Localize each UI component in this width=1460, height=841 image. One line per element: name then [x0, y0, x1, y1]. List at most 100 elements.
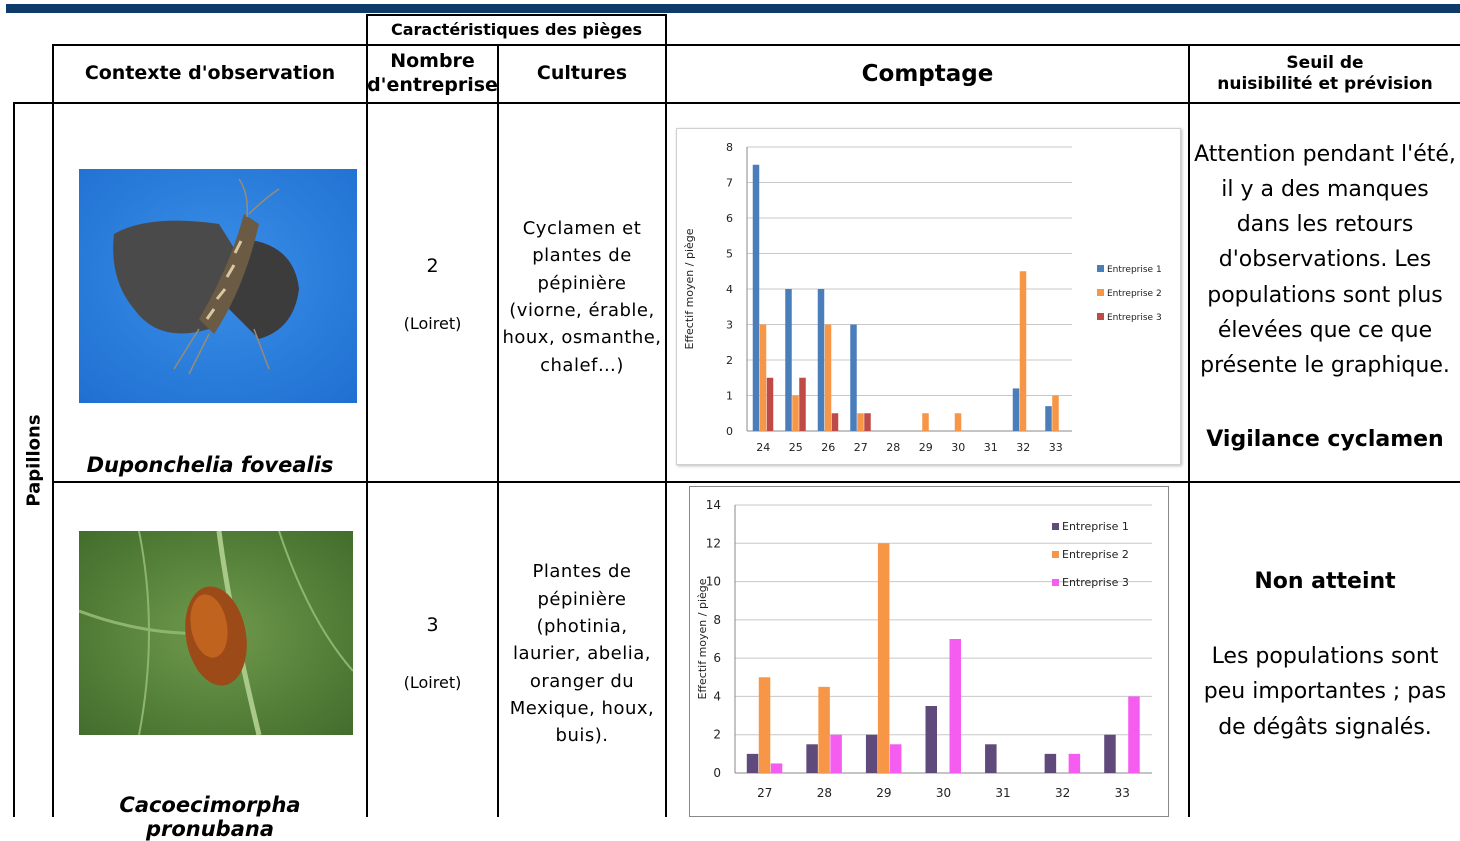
y-tick-label: 14 [706, 498, 721, 512]
seuil-line: élevées que ce que [1217, 317, 1433, 343]
legend-swatch [1097, 313, 1104, 320]
bar [746, 753, 759, 773]
table-border [366, 14, 666, 16]
x-tick-label: 29 [919, 441, 933, 454]
y-tick-label: 0 [726, 425, 733, 438]
header-comptage: Comptage [861, 60, 994, 87]
x-tick-label: 29 [876, 786, 891, 800]
x-tick-label: 32 [1055, 786, 1070, 800]
seuil-line: présente le graphique. [1200, 352, 1450, 378]
table-border [52, 481, 1460, 483]
bar [1052, 395, 1059, 431]
chart-cacoecimorpha: 0 2 4 6 8 10 12 14 Effectif moyen / piège 27 28 29 3… [689, 486, 1169, 817]
bar [799, 377, 806, 431]
bar [759, 324, 767, 431]
seuil-line: populations sont plus [1207, 282, 1443, 308]
bar [1068, 753, 1081, 773]
x-tick-label: 30 [951, 441, 965, 454]
header-caracteristiques: Caractéristiques des pièges [390, 20, 643, 39]
legend-label: Entreprise 3 [1062, 576, 1129, 589]
moth-photo [79, 169, 357, 403]
x-tick-label: 33 [1049, 441, 1063, 454]
legend-label: Entreprise 2 [1062, 548, 1129, 561]
seuil-line: d'observations. Les [1218, 247, 1432, 273]
cultures-line: (viorne, érable, [509, 300, 655, 321]
bar [1104, 734, 1116, 773]
bar [830, 734, 842, 773]
seuil-line: dans les retours [1236, 212, 1414, 238]
cultures-line: chalef…) [540, 354, 624, 376]
table-border [366, 14, 368, 817]
bar [817, 289, 825, 431]
cultures-text: Plantes de pépinière (photinia, laurier,… [499, 556, 665, 752]
x-tick-label: 24 [756, 441, 770, 454]
x-tick-label: 25 [789, 441, 803, 454]
header-seuil-line1: Seuil de [1286, 52, 1364, 73]
bar [792, 395, 799, 431]
nombre-value: 3 [426, 614, 439, 637]
bar [1128, 696, 1140, 773]
nombre-value: 2 [426, 255, 439, 278]
cultures-line: pépinière [537, 272, 627, 294]
cultures-line: oranger du [529, 670, 635, 692]
legend-label: Entreprise 1 [1107, 265, 1162, 275]
header-seuil-line2: nuisibilité et prévision [1217, 74, 1433, 94]
legend-swatch [1097, 265, 1104, 272]
legend-swatch [1097, 289, 1104, 296]
x-tick-label: 26 [821, 441, 835, 454]
x-tick-label: 30 [936, 786, 951, 800]
cultures-line: plantes de [532, 245, 632, 267]
seuil-text: Attention pendant l'été, il y a des manq… [1190, 134, 1460, 386]
x-tick-label: 32 [1016, 441, 1030, 454]
group-label-text: Papillons [23, 413, 45, 507]
bar-chart-svg: 0 2 4 6 8 10 12 14 Effectif moyen / piège 27 28 29 3… [696, 498, 1152, 800]
seuil-line: peu importantes ; pas [1203, 679, 1447, 705]
y-tick-label: 3 [726, 319, 733, 332]
seuil-line: il y a des manques [1221, 177, 1429, 203]
cultures-line: Plantes de [532, 561, 632, 583]
table-border [14, 102, 1460, 104]
bar [1019, 271, 1027, 431]
y-tick-label: 4 [713, 689, 721, 703]
species-name: Cacoecimorpha pronubana [119, 793, 301, 841]
y-tick-label: 7 [726, 177, 733, 190]
header-seuil: Seuil de nuisibilité et prévision [1190, 46, 1460, 102]
x-tick-label: 28 [817, 786, 832, 800]
bar [857, 413, 864, 431]
header-nombre-line2: d'entreprise [367, 74, 498, 96]
y-tick-label: 6 [726, 212, 733, 225]
table-border [13, 102, 15, 817]
top-banner [6, 4, 1460, 13]
seuil-strong: Non atteint [1254, 569, 1396, 595]
y-tick-label: 10 [706, 575, 721, 589]
bar [949, 639, 961, 773]
table-border [52, 44, 1460, 46]
table-border [52, 44, 54, 817]
bar [806, 744, 818, 773]
header-contexte: Contexte d'observation [84, 62, 336, 85]
bar [770, 763, 783, 773]
bar [954, 413, 962, 431]
y-axis-label: Effectif moyen / piège [683, 228, 696, 349]
x-tick-label: 33 [1115, 786, 1130, 800]
cultures-line: buis). [555, 725, 609, 747]
header-cultures: Cultures [536, 62, 628, 85]
bar [985, 744, 997, 773]
cultures-text: Cyclamen et plantes de pépinière (viorne… [499, 212, 665, 382]
table-border [665, 14, 667, 817]
legend-label: Entreprise 2 [1107, 289, 1162, 299]
x-tick-label: 31 [995, 786, 1010, 800]
bar [818, 686, 830, 773]
region-label: (Loiret) [403, 673, 462, 692]
x-tick-label: 28 [886, 441, 900, 454]
bar-chart-svg: 0 1 2 3 4 5 6 7 8 Effectif moyen / piège 24 25 26 27 2… [683, 141, 1162, 454]
x-tick-label: 27 [854, 441, 868, 454]
group-label: Papillons [14, 413, 54, 507]
bar [785, 289, 792, 431]
legend-label: Entreprise 3 [1107, 313, 1162, 323]
bar [766, 377, 774, 431]
bar [889, 744, 902, 773]
x-tick-label: 31 [984, 441, 998, 454]
table-border [497, 44, 499, 817]
bar [864, 413, 871, 431]
